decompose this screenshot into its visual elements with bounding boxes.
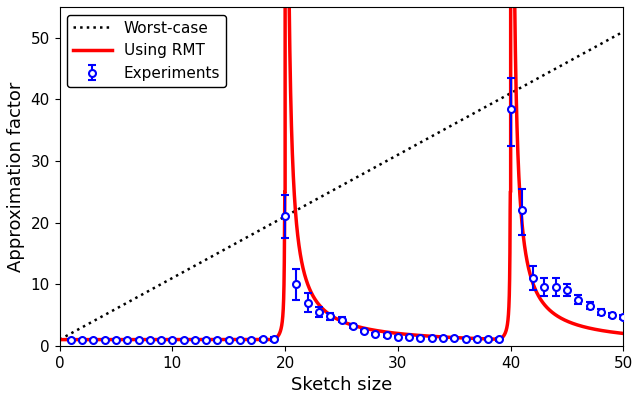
Line: Worst-case: Worst-case	[60, 32, 623, 340]
Using RMT	[191, 337, 199, 342]
Using RMT	[362, 326, 369, 331]
Worst-case	[56, 337, 63, 342]
X-axis label: Sketch size: Sketch size	[291, 376, 392, 394]
Worst-case	[474, 109, 482, 113]
Using RMT	[272, 336, 280, 341]
Using RMT	[56, 337, 63, 342]
Using RMT	[474, 336, 482, 341]
Using RMT	[396, 331, 403, 336]
Y-axis label: Approximation factor: Approximation factor	[7, 81, 25, 271]
Legend: Worst-case, Using RMT, Experiments: Worst-case, Using RMT, Experiments	[67, 14, 227, 87]
Line: Using RMT: Using RMT	[60, 0, 623, 340]
Worst-case	[396, 152, 403, 156]
Using RMT	[620, 331, 627, 336]
Worst-case	[94, 316, 102, 321]
Using RMT	[94, 337, 102, 342]
Worst-case	[620, 29, 627, 34]
Worst-case	[272, 219, 280, 224]
Worst-case	[191, 263, 199, 268]
Worst-case	[362, 170, 369, 175]
